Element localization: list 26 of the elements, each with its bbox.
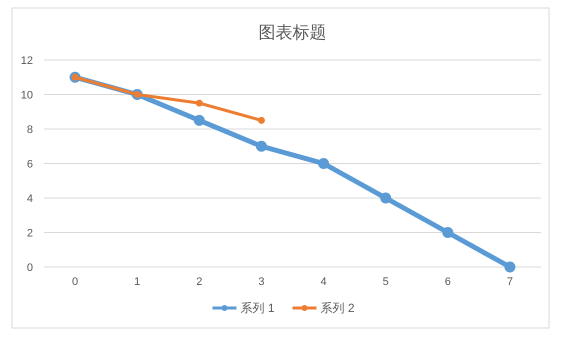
x-tick-label: 5 xyxy=(382,276,389,288)
x-tick-label: 4 xyxy=(320,276,327,288)
point xyxy=(196,100,203,107)
x-tick-label: 6 xyxy=(444,276,451,288)
y-tick-label: 12 xyxy=(20,55,33,67)
point xyxy=(258,116,265,124)
x-tick-label: 1 xyxy=(134,276,140,288)
point xyxy=(380,192,392,204)
point xyxy=(442,227,454,238)
y-tick-label: 0 xyxy=(26,262,33,274)
legend-label: 系列 2 xyxy=(320,301,355,315)
y-tick-label: 8 xyxy=(26,124,33,136)
chart-title: 图表标题 xyxy=(258,23,326,42)
point xyxy=(318,158,330,169)
x-tick-label: 0 xyxy=(72,276,78,288)
point xyxy=(504,262,516,272)
point xyxy=(194,114,205,126)
point xyxy=(256,140,267,152)
x-tick-label: 3 xyxy=(258,276,264,288)
y-tick-label: 2 xyxy=(26,228,33,240)
y-tick-label: 10 xyxy=(20,90,33,102)
y-tick-label: 6 xyxy=(26,158,33,170)
legend-label: 系列 1 xyxy=(240,301,275,315)
x-tick-label: 2 xyxy=(196,276,202,288)
x-tick-label: 7 xyxy=(506,276,513,288)
y-tick-label: 4 xyxy=(26,193,33,205)
